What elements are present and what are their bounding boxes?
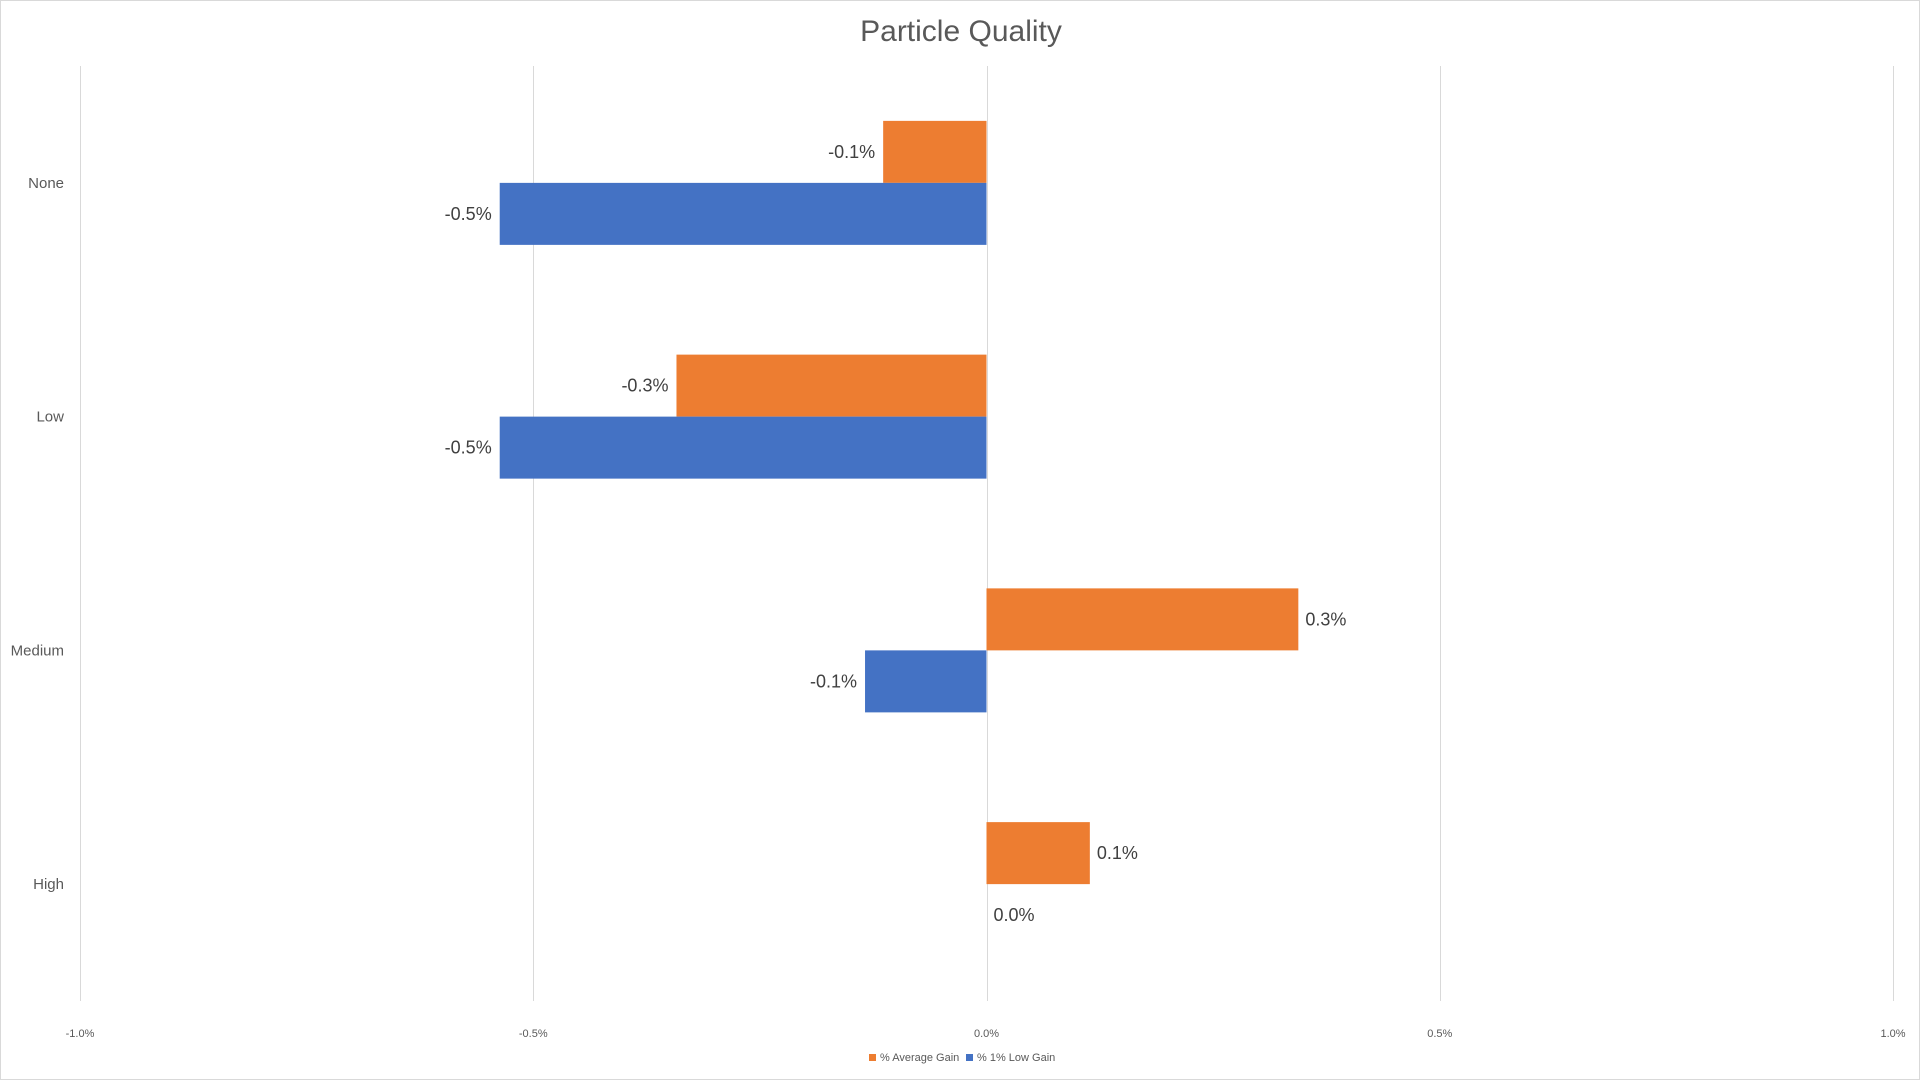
category-axis: None Low Medium High <box>11 175 65 893</box>
data-label-average-gain-high: 0.1% <box>1097 843 1138 863</box>
bar-average-gain-medium <box>986 588 1299 651</box>
category-label-none: None <box>28 175 64 192</box>
data-label-average-gain-none: -0.1% <box>828 142 875 162</box>
x-tick-label-4: 1.0% <box>1880 1028 1905 1040</box>
legend-label-1-low-gain: % 1% Low Gain <box>977 1052 1055 1064</box>
bar-average-gain-low <box>676 354 987 417</box>
data-labels: -0.1% -0.5% -0.3% -0.5% 0.3% -0.1% 0.1% 0.0% <box>445 142 1347 925</box>
x-tick-label-2: 0.0% <box>974 1028 999 1040</box>
category-label-medium: Medium <box>11 642 64 659</box>
data-label-1-low-gain-high: 0.0% <box>994 905 1035 925</box>
legend-swatch-average-gain <box>869 1054 876 1061</box>
bars <box>499 120 1299 885</box>
x-tick-label-0: -1.0% <box>66 1028 95 1040</box>
x-tick-label-1: -0.5% <box>519 1028 548 1040</box>
chart-title: Particle Quality <box>860 15 1062 48</box>
category-label-low: Low <box>36 409 64 426</box>
bar-1-low-gain-none <box>499 182 987 245</box>
bar-1-low-gain-medium <box>865 650 987 713</box>
data-label-1-low-gain-none: -0.5% <box>445 204 492 224</box>
legend-label-average-gain: % Average Gain <box>880 1052 959 1064</box>
category-label-high: High <box>33 876 64 893</box>
data-label-1-low-gain-medium: -0.1% <box>810 671 857 691</box>
bar-average-gain-none <box>883 120 987 183</box>
x-tick-label-3: 0.5% <box>1427 1028 1452 1040</box>
bar-average-gain-high <box>986 822 1090 885</box>
data-label-average-gain-medium: 0.3% <box>1305 609 1346 629</box>
data-label-average-gain-low: -0.3% <box>621 376 668 396</box>
value-axis: -1.0% -0.5% 0.0% 0.5% 1.0% <box>66 1028 1906 1040</box>
legend: % Average Gain % 1% Low Gain <box>869 1052 1055 1064</box>
bar-1-low-gain-low <box>499 416 987 479</box>
data-label-1-low-gain-low: -0.5% <box>445 438 492 458</box>
legend-swatch-1-low-gain <box>966 1054 973 1061</box>
